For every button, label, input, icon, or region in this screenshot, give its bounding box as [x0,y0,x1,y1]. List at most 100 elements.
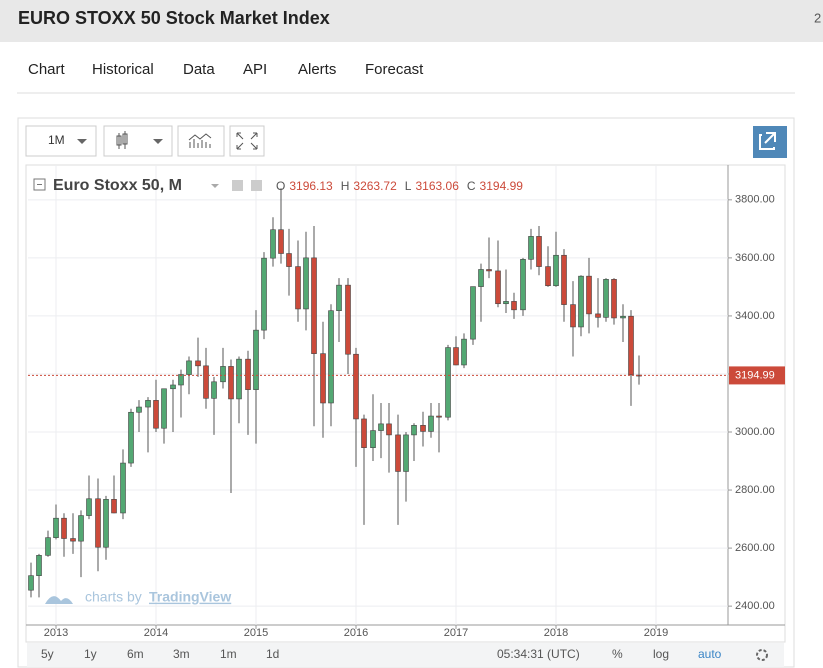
candle-body [486,269,492,272]
candle-body [328,310,334,404]
brand-link[interactable]: TradingView [149,589,231,605]
candle-body [53,517,59,538]
candle-body [395,434,401,472]
bottom-bar [27,643,784,667]
ohlc-value: 3163.06 [415,179,459,193]
candle-body [528,236,534,260]
candle-body [553,254,559,287]
candle-body [428,415,434,432]
candle-body [28,575,34,591]
candle-body [186,360,192,375]
range-button[interactable]: 1y [84,647,97,661]
widget [17,117,795,668]
y-tick-label: 3800.00 [735,194,775,206]
credit-text: charts by [85,589,142,605]
candle-body [61,517,67,539]
fullscreen-icon [236,132,258,150]
candle-body [295,266,301,310]
indicator-button[interactable] [177,125,225,157]
y-tick-label: 3600.00 [735,252,775,264]
candle-body [236,358,242,400]
candle-body [70,538,76,542]
candle-body [86,498,92,516]
x-tick-label: 2015 [244,627,268,639]
candle-body [578,275,584,328]
style-button[interactable] [103,125,173,157]
range-button[interactable]: 5y [41,647,54,661]
candle-body [495,270,501,305]
popout-icon [759,132,776,150]
tab[interactable]: Forecast [365,61,424,78]
x-tick-label: 2018 [544,627,568,639]
credit: charts by TradingView [45,589,231,605]
ohlc-value: 3194.99 [480,179,524,193]
candle-body [136,406,142,413]
settings-icon[interactable] [251,180,262,191]
candle-body [211,381,217,399]
fullscreen-button[interactable] [229,125,265,157]
tab[interactable]: Historical [92,61,154,78]
candle-body [511,301,517,311]
candle-body [95,498,101,548]
candle-body [611,279,617,319]
tab[interactable]: Chart [28,61,66,78]
candle-body [503,301,509,305]
candle-body [178,374,184,386]
log-toggle[interactable]: log [653,647,669,661]
auto-toggle[interactable]: auto [698,647,722,661]
y-tick-label: 2600.00 [735,542,775,554]
range-button[interactable]: 1d [266,647,279,661]
candle-body [561,254,567,305]
cut-text: 2 [814,10,821,25]
candle-body [145,400,151,408]
eye-icon[interactable] [232,180,243,191]
candle-body [361,418,367,448]
candle-body [278,229,284,254]
x-tick-label: 2019 [644,627,668,639]
tab[interactable]: Alerts [298,61,336,78]
candle-body [103,499,109,548]
tabs: Chart Historical Data API Alerts Forecast [28,61,424,78]
candle-body [245,358,251,390]
tab[interactable]: Data [183,61,215,78]
range-buttons: 5y 1y 6m 3m 1m 1d [41,647,279,661]
candle-body [353,353,359,420]
range-button[interactable]: 1m [220,647,237,661]
legend: Euro Stoxx 50, M O 3196.13 H 3263.72 L 3163.0… [33,177,524,194]
percent-toggle[interactable]: % [612,647,623,661]
candle-body [220,366,226,383]
last-price-label: 3194.99 [735,369,775,381]
page-title: EURO STOXX 50 Stock Market Index [18,8,330,28]
candle-body [261,257,267,331]
candle-body [161,388,167,429]
candle-body [378,423,384,431]
range-button[interactable]: 6m [127,647,144,661]
candle-body [403,434,409,472]
candle-body [311,257,317,354]
candle-body [436,415,442,418]
candle-body [345,284,351,355]
title-bar [0,0,823,42]
candle-body [270,229,276,259]
tab[interactable]: API [243,61,267,78]
candle-body [111,499,117,514]
candle-body [470,286,476,340]
candle-body [453,347,459,366]
candle-body [570,304,576,328]
candle-body [411,425,417,436]
symbol-label: Euro Stoxx 50, M [53,177,182,194]
candle-body [45,537,51,556]
candle-body [128,411,134,464]
x-tick-label: 2016 [344,627,368,639]
candle-body [170,384,176,390]
candle-body [78,515,84,542]
caret [153,139,163,144]
ohlc-value: 3263.72 [353,179,397,193]
popout-button[interactable] [753,126,787,158]
candle-icon [116,131,128,149]
settings-gear[interactable] [756,649,768,661]
range-button[interactable]: 3m [173,647,190,661]
caret [211,184,219,188]
candle-body [461,338,467,366]
